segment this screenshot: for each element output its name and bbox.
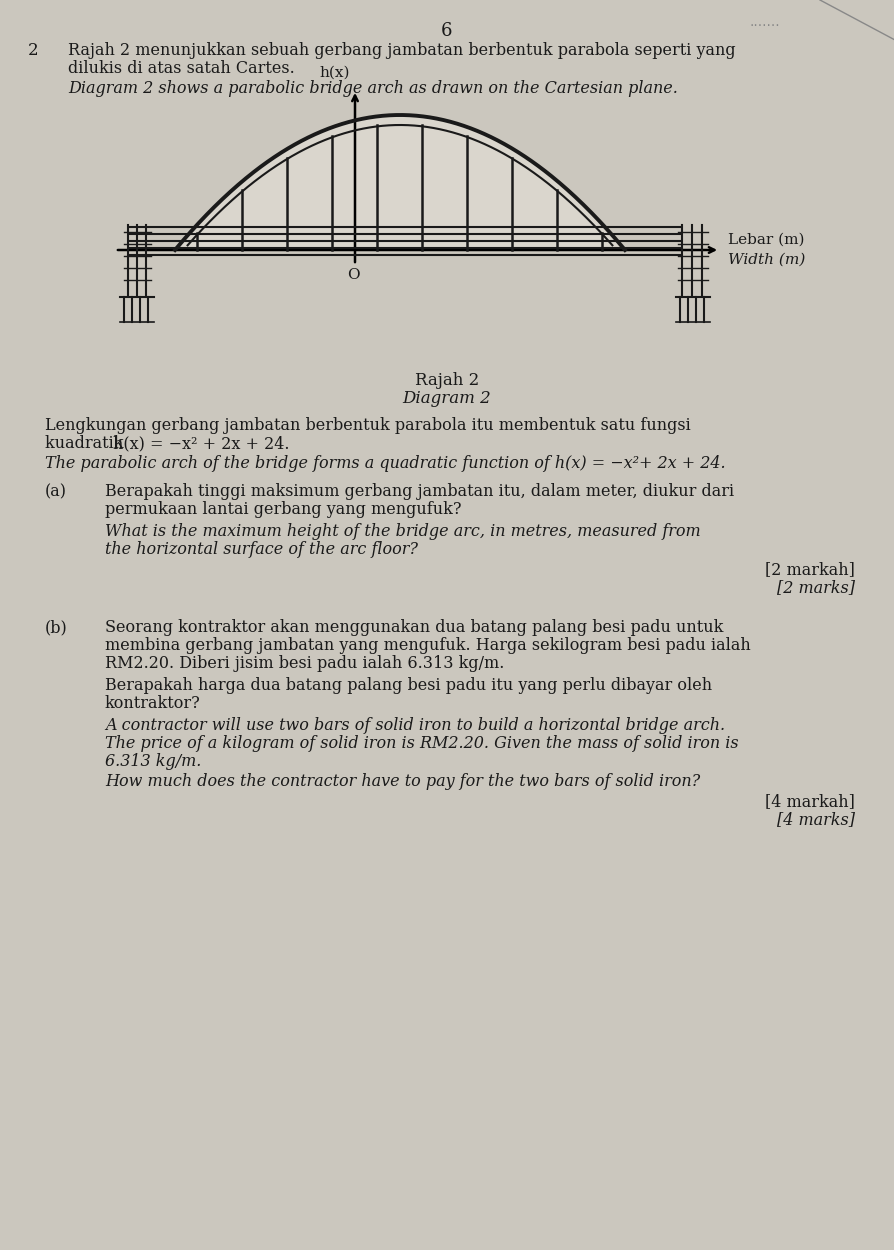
Text: Rajah 2 menunjukkan sebuah gerbang jambatan berbentuk parabola seperti yang: Rajah 2 menunjukkan sebuah gerbang jamba… (68, 42, 735, 59)
Polygon shape (175, 115, 624, 250)
Text: Berapakah tinggi maksimum gerbang jambatan itu, dalam meter, diukur dari: Berapakah tinggi maksimum gerbang jambat… (105, 482, 733, 500)
Text: the horizontal surface of the arc floor?: the horizontal surface of the arc floor? (105, 541, 417, 558)
Text: membina gerbang jambatan yang mengufuk. Harga sekilogram besi padu ialah: membina gerbang jambatan yang mengufuk. … (105, 638, 750, 654)
Text: [4 markah]: [4 markah] (764, 792, 854, 810)
Text: kontraktor?: kontraktor? (105, 695, 200, 712)
Text: Lengkungan gerbang jambatan berbentuk parabola itu membentuk satu fungsi: Lengkungan gerbang jambatan berbentuk pa… (45, 418, 690, 434)
Text: [2 marks]: [2 marks] (776, 579, 854, 596)
Text: [2 markah]: [2 markah] (764, 561, 854, 578)
Text: [4 marks]: [4 marks] (776, 811, 854, 828)
Text: RM2.20. Diberi jisim besi padu ialah 6.313 kg/m.: RM2.20. Diberi jisim besi padu ialah 6.3… (105, 655, 504, 672)
Text: h(x) = −x² + 2x + 24.: h(x) = −x² + 2x + 24. (113, 435, 289, 452)
Text: O: O (346, 268, 358, 282)
Text: Rajah 2: Rajah 2 (415, 372, 478, 389)
Text: dilukis di atas satah Cartes.: dilukis di atas satah Cartes. (68, 60, 294, 78)
Text: (a): (a) (45, 482, 67, 500)
Text: 6.313 kg/m.: 6.313 kg/m. (105, 752, 201, 770)
Text: Diagram 2: Diagram 2 (402, 390, 491, 408)
Text: The parabolic arch of the bridge forms a quadratic function of h(x) = −x²+ 2x + : The parabolic arch of the bridge forms a… (45, 455, 725, 472)
Text: Width (m): Width (m) (727, 253, 805, 268)
Text: (b): (b) (45, 619, 68, 636)
Text: Diagram 2 shows a parabolic bridge arch as drawn on the Cartesian plane.: Diagram 2 shows a parabolic bridge arch … (68, 80, 677, 98)
Text: Lebar (m): Lebar (m) (727, 232, 804, 248)
Text: kuadratik: kuadratik (45, 435, 129, 452)
Text: Seorang kontraktor akan menggunakan dua batang palang besi padu untuk: Seorang kontraktor akan menggunakan dua … (105, 619, 722, 636)
Text: .......: ....... (749, 15, 780, 29)
Text: 2: 2 (28, 42, 38, 59)
Text: How much does the contractor have to pay for the two bars of solid iron?: How much does the contractor have to pay… (105, 772, 699, 790)
Text: permukaan lantai gerbang yang mengufuk?: permukaan lantai gerbang yang mengufuk? (105, 501, 461, 518)
Text: h(x): h(x) (319, 66, 350, 80)
Text: A contractor will use two bars of solid iron to build a horizontal bridge arch.: A contractor will use two bars of solid … (105, 718, 724, 734)
Text: What is the maximum height of the bridge arc, in metres, measured from: What is the maximum height of the bridge… (105, 522, 700, 540)
Text: 6: 6 (441, 22, 452, 40)
Text: Berapakah harga dua batang palang besi padu itu yang perlu dibayar oleh: Berapakah harga dua batang palang besi p… (105, 678, 712, 694)
Text: The price of a kilogram of solid iron is RM2.20. Given the mass of solid iron is: The price of a kilogram of solid iron is… (105, 735, 738, 752)
